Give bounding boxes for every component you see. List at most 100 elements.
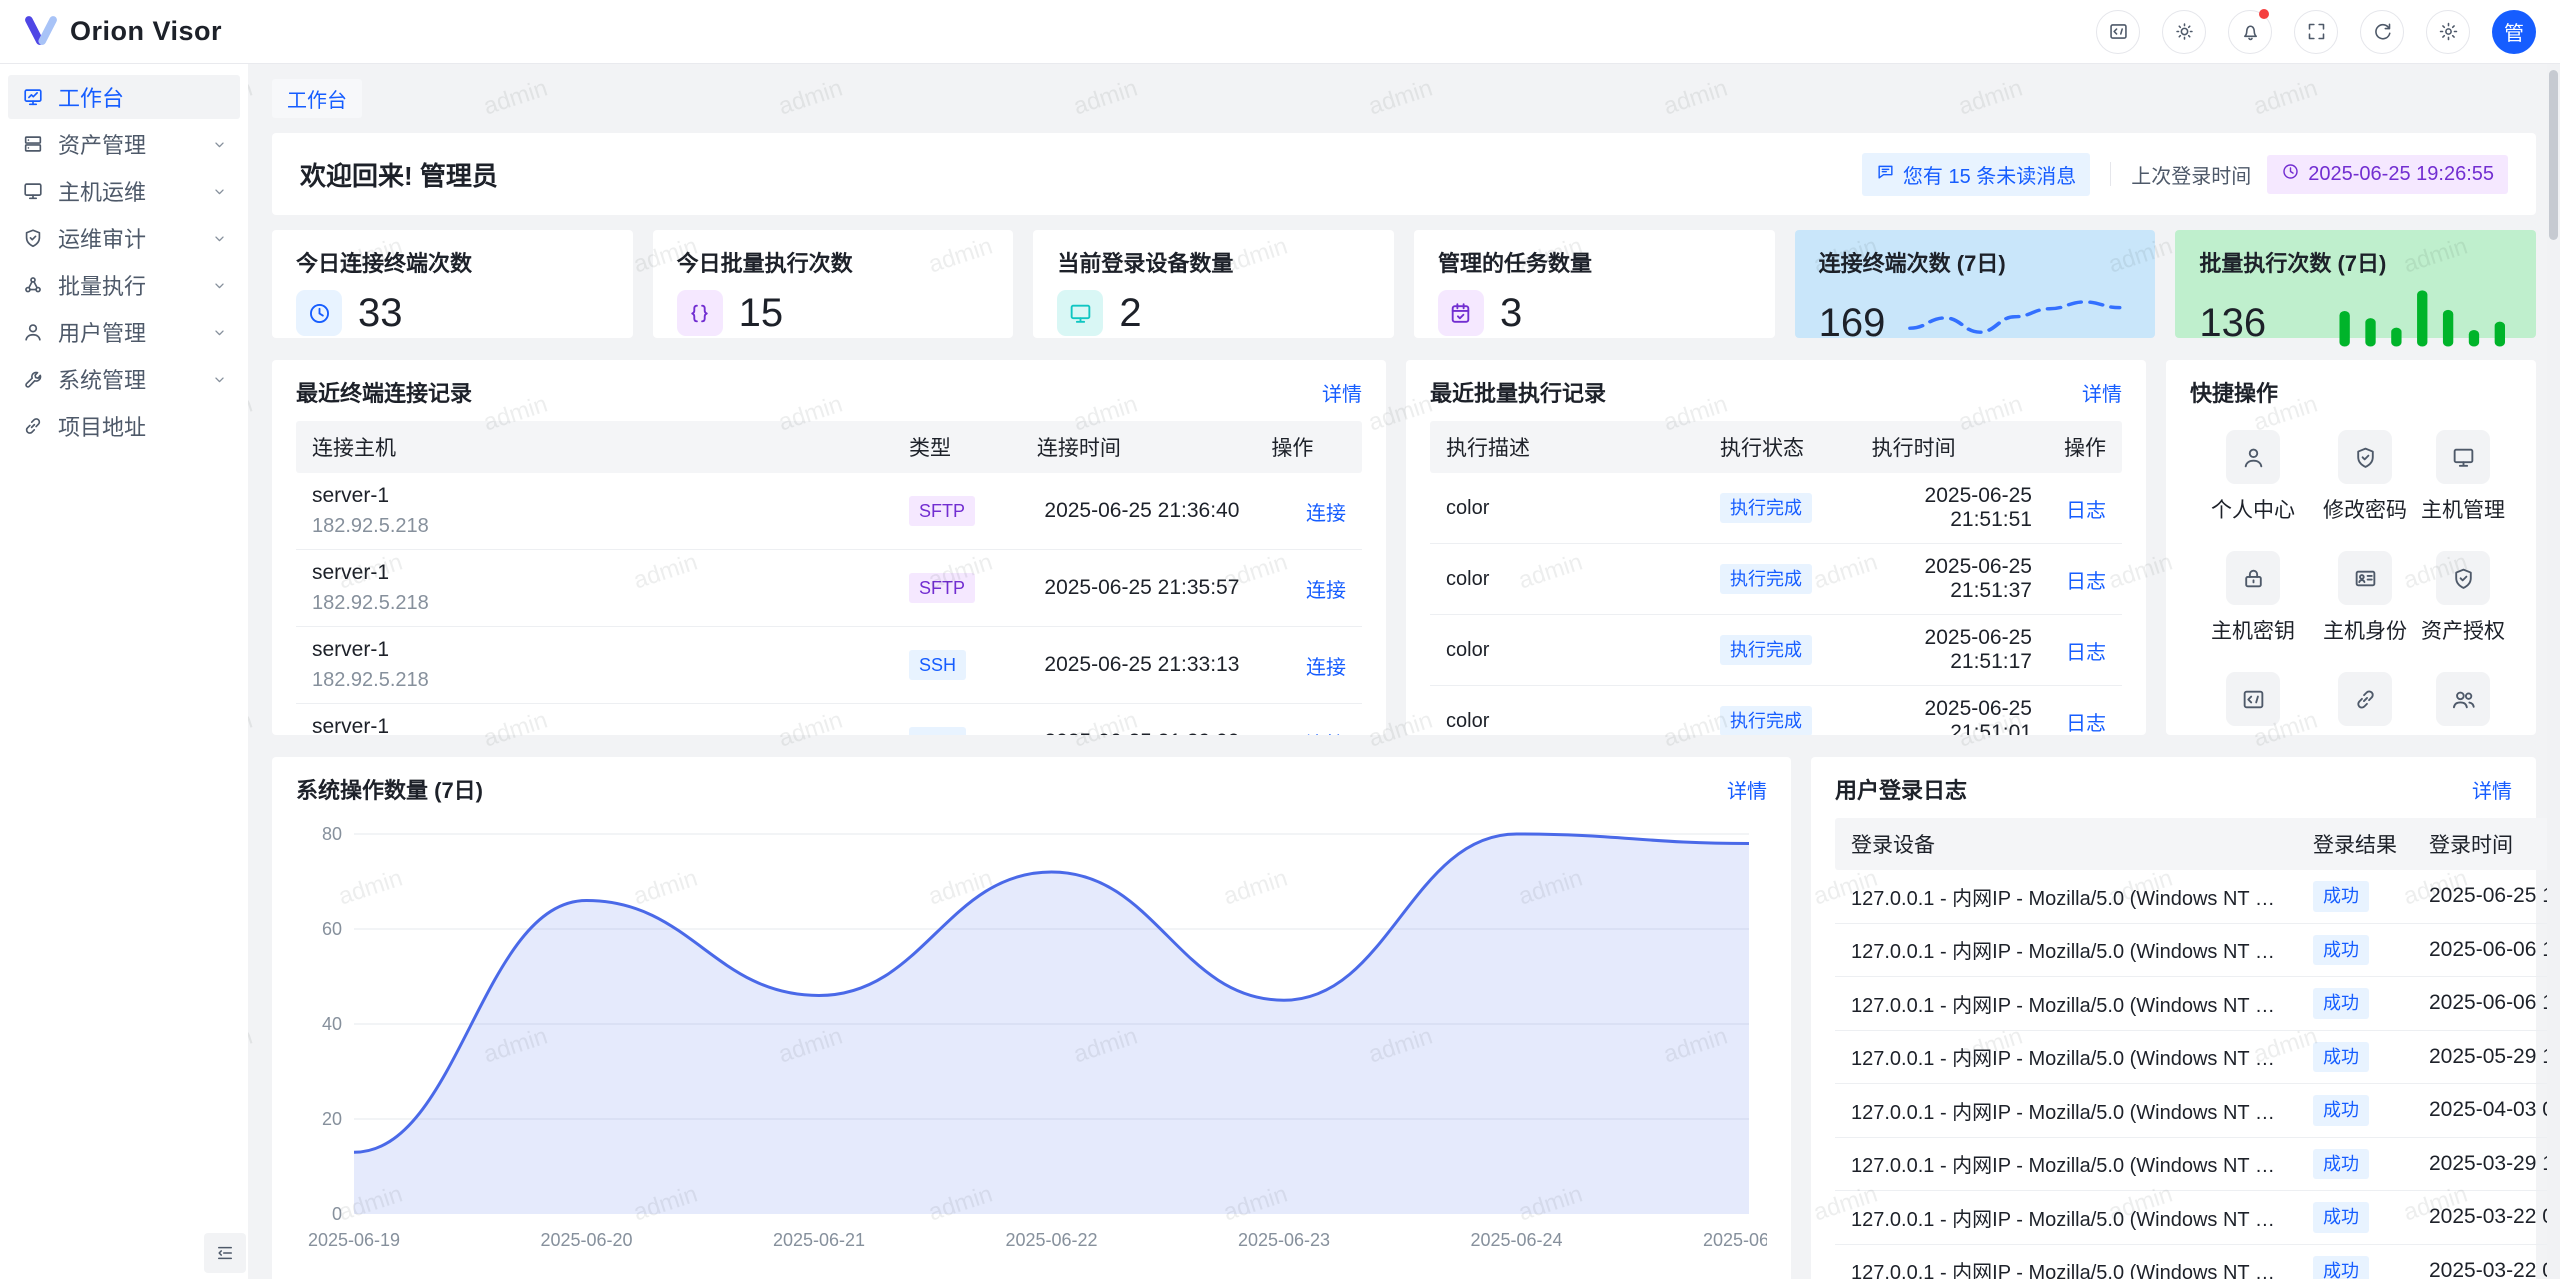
gear-button[interactable]	[2426, 10, 2470, 54]
chevron-down-icon	[211, 371, 228, 388]
chevron-down-icon-wrap	[211, 324, 228, 341]
svg-text:2025-06-20: 2025-06-20	[540, 1230, 632, 1250]
refresh-button[interactable]	[2360, 10, 2404, 54]
fullscreen-button[interactable]	[2294, 10, 2338, 54]
quick-action-label: 个人中心	[2211, 494, 2295, 524]
sidebar-item-workbench[interactable]: 工作台	[8, 75, 240, 119]
sidebar-item-users[interactable]: 用户管理	[8, 310, 240, 354]
chevron-down-icon-wrap	[211, 230, 228, 247]
quick-action-个人中心[interactable]: 个人中心	[2190, 430, 2316, 524]
link-icon-wrap	[22, 415, 44, 437]
quick-action-主机终端[interactable]: 主机终端	[2190, 672, 2316, 735]
quick-action-label: 修改密码	[2323, 494, 2407, 524]
exec-desc: color	[1430, 686, 1704, 736]
quick-action-在线会话[interactable]: 在线会话	[2414, 672, 2512, 735]
clock-icon	[2281, 162, 2300, 187]
lock-icon-bubble	[2226, 551, 2280, 605]
quick-action-资产授权[interactable]: 资产授权	[2414, 551, 2512, 645]
log-link[interactable]: 日志	[2066, 500, 2106, 522]
quick-action-修改密码[interactable]: 修改密码	[2316, 430, 2414, 524]
id-card-icon	[2353, 566, 2378, 591]
stat-value: 3	[1500, 291, 1522, 336]
table-row: color执行完成2025-06-25 21:51:37日志	[1430, 544, 2122, 615]
sidebar-item-project[interactable]: 项目地址	[8, 404, 240, 448]
bell-button[interactable]	[2228, 10, 2272, 54]
stat-card-4: 连接终端次数 (7日)169	[1795, 230, 2156, 338]
stat-value: 33	[358, 291, 403, 336]
clock-icon	[307, 301, 332, 326]
svg-text:2025-06-24: 2025-06-24	[1470, 1230, 1562, 1250]
terminal-connections-detail-link[interactable]: 详情	[1322, 378, 1362, 407]
type-tag: SSH	[909, 727, 966, 735]
quick-action-连接日志[interactable]: 连接日志	[2316, 672, 2414, 735]
svg-text:60: 60	[322, 919, 342, 939]
shield-check-icon	[2451, 566, 2476, 591]
connect-link[interactable]: 连接	[1306, 734, 1346, 736]
panel-title: 快捷操作	[2190, 376, 2278, 408]
sun-button[interactable]	[2162, 10, 2206, 54]
log-link[interactable]: 日志	[2066, 571, 2106, 593]
connect-link[interactable]: 连接	[1306, 657, 1346, 679]
login-result-tag: 成功	[2313, 988, 2369, 1019]
chevron-down-icon	[211, 230, 228, 247]
exec-status-tag: 执行完成	[1720, 635, 1812, 666]
quick-action-主机管理[interactable]: 主机管理	[2414, 430, 2512, 524]
user-avatar[interactable]: 管	[2492, 10, 2536, 54]
log-link[interactable]: 日志	[2066, 642, 2106, 664]
collapse-icon	[215, 1243, 235, 1263]
sidebar-item-host-ops[interactable]: 主机运维	[8, 169, 240, 213]
chevron-down-icon	[211, 183, 228, 200]
login-logs-panel: 用户登录日志 详情 登录设备登录结果登录时间 127.0.0.1 - 内网IP …	[1811, 757, 2536, 1279]
terminal-connections-panel: 最近终端连接记录 详情 连接主机类型连接时间操作 server-1182.92.…	[272, 360, 1386, 735]
log-link[interactable]: 日志	[2066, 713, 2106, 735]
login-result-tag: 成功	[2313, 1042, 2369, 1073]
quick-action-主机密钥[interactable]: 主机密钥	[2190, 551, 2316, 645]
login-device: 127.0.0.1 - 内网IP - Mozilla/5.0 (Windows …	[1851, 1203, 2281, 1232]
user-icon-bubble	[2226, 430, 2280, 484]
wrench-icon	[22, 368, 44, 390]
table-row: server-1182.92.5.218SFTP2025-06-25 21:35…	[296, 550, 1362, 627]
svg-text:2025-06-25: 2025-06-25	[1703, 1230, 1767, 1250]
sidebar-item-system[interactable]: 系统管理	[8, 357, 240, 401]
connect-link[interactable]: 连接	[1306, 503, 1346, 525]
quick-action-主机身份[interactable]: 主机身份	[2316, 551, 2414, 645]
table-row: color执行完成2025-06-25 21:51:51日志	[1430, 473, 2122, 544]
chevron-down-icon-wrap	[211, 136, 228, 153]
message-icon	[1876, 162, 1895, 181]
sidebar-item-batch[interactable]: 批量执行	[8, 263, 240, 307]
exec-status-tag: 执行完成	[1720, 564, 1812, 595]
login-device: 127.0.0.1 - 内网IP - Mozilla/5.0 (Windows …	[1851, 1256, 2281, 1279]
breadcrumb-item-workbench[interactable]: 工作台	[272, 79, 362, 118]
connect-link[interactable]: 连接	[1306, 580, 1346, 602]
sidebar-item-audit[interactable]: 运维审计	[8, 216, 240, 260]
login-logs-detail-link[interactable]: 详情	[2472, 775, 2512, 804]
code-window-icon	[2108, 21, 2129, 42]
login-device: 127.0.0.1 - 内网IP - Mozilla/5.0 (Windows …	[1851, 1042, 2281, 1071]
stat-value: 169	[1819, 301, 1886, 346]
assets-icon-wrap	[22, 133, 44, 155]
login-result-tag: 成功	[2313, 881, 2369, 912]
code-window-button[interactable]	[2096, 10, 2140, 54]
stats-row: 今日连接终端次数33今日批量执行次数15当前登录设备数量2管理的任务数量3连接终…	[272, 230, 2536, 338]
code-window-icon-bubble	[2226, 672, 2280, 726]
table-row: color执行完成2025-06-25 21:51:01日志	[1430, 686, 2122, 736]
monitor-icon	[22, 180, 44, 202]
batch-executions-detail-link[interactable]: 详情	[2082, 378, 2122, 407]
system-operations-detail-link[interactable]: 详情	[1727, 775, 1767, 804]
unread-messages-badge[interactable]: 您有 15 条未读消息	[1862, 153, 2090, 196]
logo-v-icon	[24, 16, 58, 48]
login-device: 127.0.0.1 - 内网IP - Mozilla/5.0 (Windows …	[1851, 989, 2281, 1018]
scrollbar-thumb[interactable]	[2549, 70, 2558, 240]
sidebar-collapse-button[interactable]	[204, 1233, 246, 1273]
shield-check-icon-bubble	[2338, 430, 2392, 484]
batch-executions-sparkline	[2282, 276, 2512, 356]
page-scrollbar	[2547, 64, 2560, 1279]
host-name: server-1	[312, 715, 877, 735]
exec-status-tag: 执行完成	[1720, 493, 1812, 524]
batch-executions-table: 执行描述执行状态执行时间操作 color执行完成2025-06-25 21:51…	[1430, 421, 2122, 735]
lock-icon	[2241, 566, 2266, 591]
sidebar: 工作台资产管理主机运维运维审计批量执行用户管理系统管理项目地址	[0, 64, 248, 1279]
sidebar-item-assets[interactable]: 资产管理	[8, 122, 240, 166]
host-ip: 182.92.5.218	[312, 669, 877, 692]
clock-icon	[2281, 162, 2300, 181]
